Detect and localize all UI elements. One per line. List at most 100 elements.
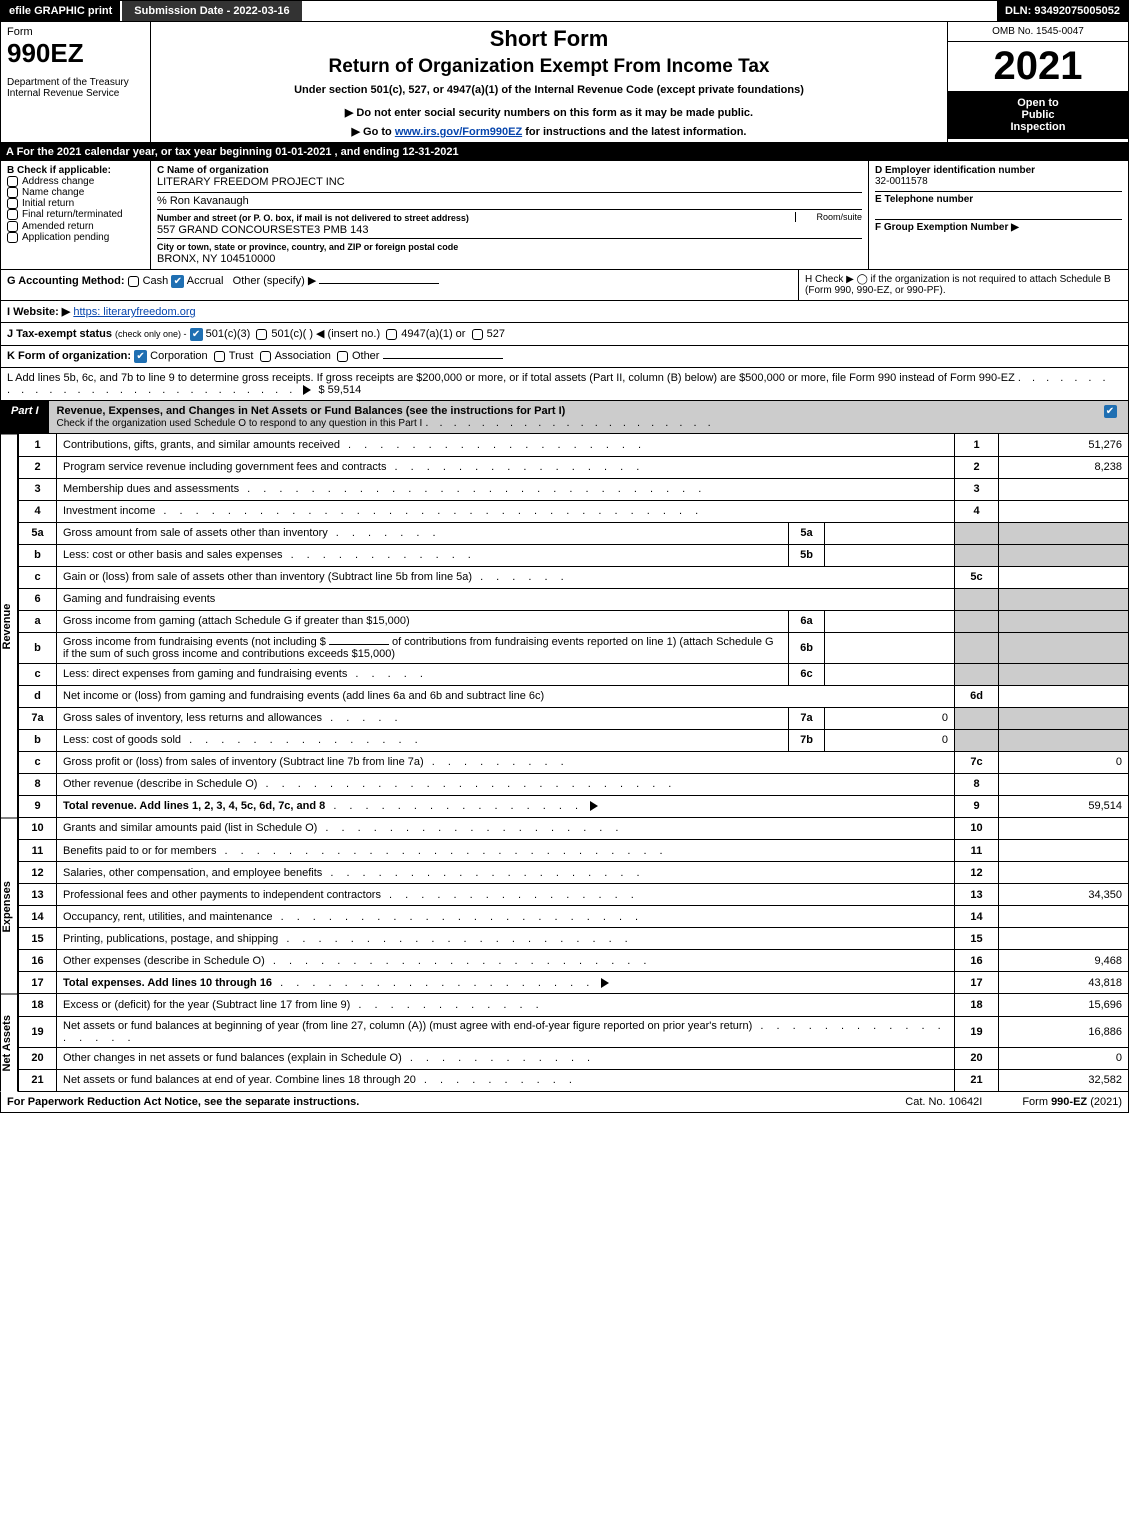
tax-year: 2021 [948,42,1128,91]
line13-val: 34,350 [999,884,1129,906]
j-501c3-chk[interactable]: ✔ [190,328,203,341]
line7b-sub: 7b [789,729,825,751]
header-mid: Short Form Return of Organization Exempt… [151,22,948,142]
dln-label: DLN: 93492075005052 [997,1,1128,21]
line6d-box: 6d [955,685,999,707]
j-4947-chk[interactable] [386,329,397,340]
line7c-desc: Gross profit or (loss) from sales of inv… [63,756,424,768]
note-goto: ▶ Go to www.irs.gov/Form990EZ for instru… [157,125,941,138]
website-link[interactable]: https: literaryfreedom.org [73,306,195,318]
j-501c-chk[interactable] [256,329,267,340]
line6c-valgray [999,663,1129,685]
line11-box: 11 [955,840,999,862]
topbar-left: efile GRAPHIC print Submission Date - 20… [1,1,302,21]
arrow-icon [590,801,598,811]
line5b-boxgray [955,544,999,566]
part1-chk[interactable]: ✔ [1092,401,1128,433]
line6-desc: Gaming and fundraising events [57,588,955,610]
line14-desc: Occupancy, rent, utilities, and maintena… [63,911,273,923]
arrow-icon [303,385,311,395]
g-cash-label: Cash [143,275,169,287]
line5c-desc: Gain or (loss) from sale of assets other… [63,571,472,583]
line4-desc: Investment income [63,505,155,517]
line20-val: 0 [999,1047,1129,1069]
line3-box: 3 [955,478,999,500]
g-other-label: Other (specify) ▶ [233,275,317,287]
part1-title-text: Revenue, Expenses, and Changes in Net As… [57,405,566,417]
line7a-desc: Gross sales of inventory, less returns a… [63,712,322,724]
line-15: 15Printing, publications, postage, and s… [19,928,1129,950]
revenue-table: 1Contributions, gifts, grants, and simil… [18,434,1129,818]
b-opt-initial[interactable]: Initial return [7,198,144,209]
line19-desc: Net assets or fund balances at beginning… [63,1020,752,1032]
line5a-sub: 5a [789,522,825,544]
header-left: Form 990EZ Department of the Treasury In… [1,22,151,142]
f-label: F Group Exemption Number ▶ [875,219,1122,233]
note-ssn: ▶ Do not enter social security numbers o… [157,106,941,119]
k-corp-chk[interactable]: ✔ [134,350,147,363]
line-20: 20Other changes in net assets or fund ba… [19,1047,1129,1069]
title-return: Return of Organization Exempt From Incom… [157,56,941,78]
line6c-desc: Less: direct expenses from gaming and fu… [63,668,347,680]
line16-box: 16 [955,950,999,972]
line8-desc: Other revenue (describe in Schedule O) [63,778,257,790]
g-accrual-label: Accrual [187,275,224,287]
k-trust-chk[interactable] [214,351,225,362]
line6b-sv [825,632,955,663]
line18-val: 15,696 [999,994,1129,1016]
line21-desc: Net assets or fund balances at end of ye… [63,1074,416,1086]
open-to-public: Open to Public Inspection [948,91,1128,139]
line6c-sub: 6c [789,663,825,685]
b-opt-pending-label: Application pending [22,232,109,243]
line6b-desc: Gross income from fundraising events (no… [57,632,789,663]
d-value: 32-0011578 [875,176,1122,187]
g-cash-chk[interactable] [128,276,139,287]
c-city-value: BRONX, NY 104510000 [157,253,275,265]
line18-desc: Excess or (deficit) for the year (Subtra… [63,999,350,1011]
form-number: 990EZ [7,38,144,69]
col-def: D Employer identification number 32-0011… [868,161,1128,269]
k-other-chk[interactable] [337,351,348,362]
line-19: 19Net assets or fund balances at beginni… [19,1016,1129,1047]
line-18: 18Excess or (deficit) for the year (Subt… [19,994,1129,1016]
b-opt-final-label: Final return/terminated [22,210,123,221]
k-assoc-chk[interactable] [260,351,271,362]
b-opt-name-label: Name change [22,187,84,198]
line4-box: 4 [955,500,999,522]
b-opt-final[interactable]: Final return/terminated [7,209,144,220]
line3-val [999,478,1129,500]
line6c-boxgray [955,663,999,685]
line-7a: 7a Gross sales of inventory, less returns… [19,707,1129,729]
row-j: J Tax-exempt status (check only one) - ✔… [0,323,1129,346]
g-accrual-chk[interactable]: ✔ [171,275,184,288]
line7b-desc: Less: cost of goods sold [63,734,181,746]
header-right: OMB No. 1545-0047 2021 Open to Public In… [948,22,1128,142]
netassets-vlabel: Net Assets [0,994,18,1092]
line6b-sub: 6b [789,632,825,663]
line9-box: 9 [955,795,999,817]
line13-desc: Professional fees and other payments to … [63,889,381,901]
b-opt-name[interactable]: Name change [7,187,144,198]
b-opt-address[interactable]: Address change [7,176,144,187]
c-city-row: City or town, state or province, country… [157,238,862,265]
line6b-blank[interactable] [329,644,389,645]
b-opt-pending[interactable]: Application pending [7,232,144,243]
c-name-label: C Name of organization [157,165,862,176]
k-label: K Form of organization: [7,350,131,362]
c-name-value: LITERARY FREEDOM PROJECT INC [157,176,862,188]
line-9: 9Total revenue. Add lines 1, 2, 3, 4, 5c… [19,795,1129,817]
line1-val: 51,276 [999,434,1129,456]
irs-link[interactable]: www.irs.gov/Form990EZ [395,126,522,138]
c-addr-label: Number and street (or P. O. box, if mail… [157,213,469,223]
line7a-sub: 7a [789,707,825,729]
b-opt-amended[interactable]: Amended return [7,221,144,232]
j-527-chk[interactable] [472,329,483,340]
part1-title: Revenue, Expenses, and Changes in Net As… [49,401,1092,433]
k-other-label: Other [352,350,380,362]
k-other-input[interactable] [383,358,503,359]
line7a-sv: 0 [825,707,955,729]
line6a-desc: Gross income from gaming (attach Schedul… [57,610,789,632]
j-527-label: 527 [487,328,505,340]
line-6d: dNet income or (loss) from gaming and fu… [19,685,1129,707]
g-other-input[interactable] [319,283,439,284]
